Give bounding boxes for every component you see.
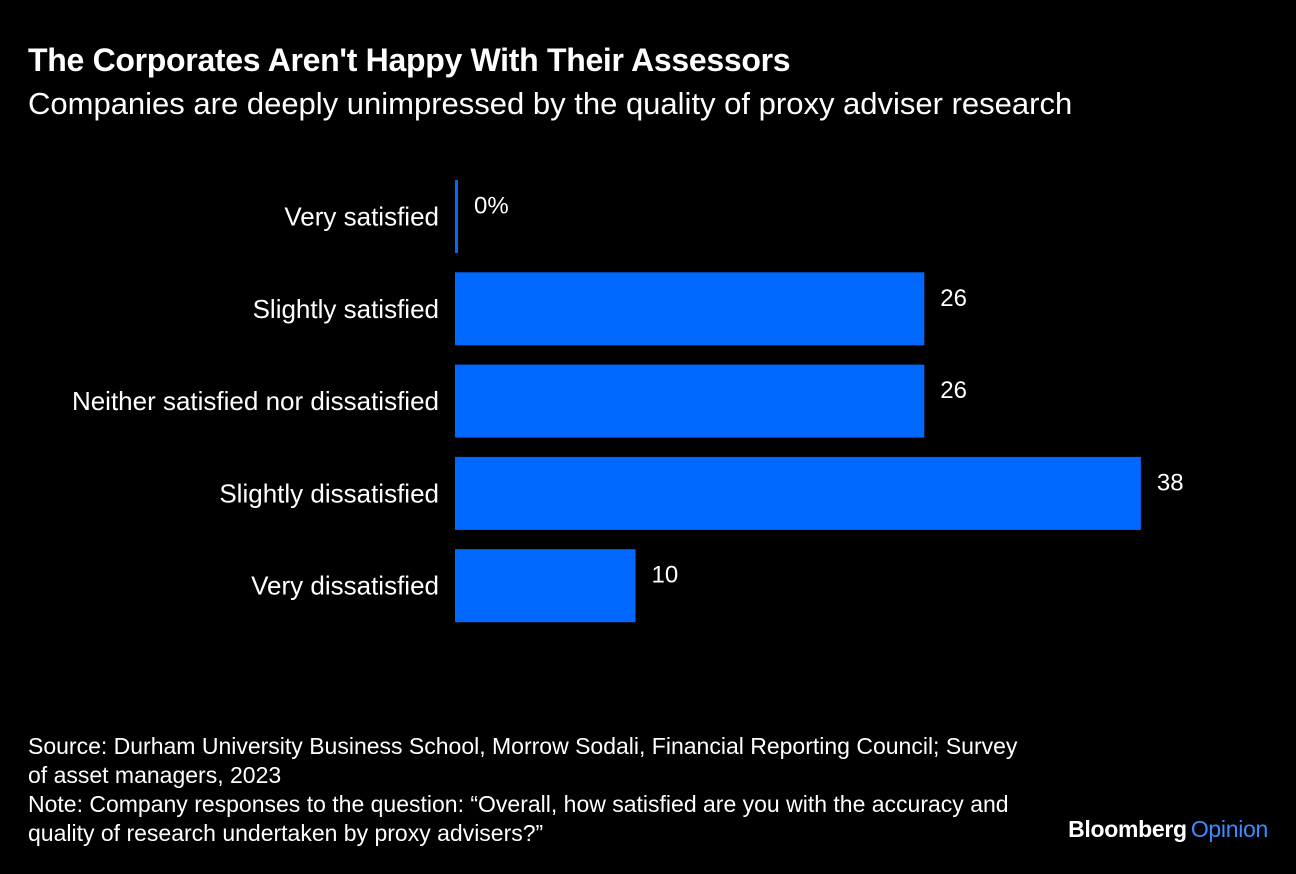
category-label: Neither satisfied nor dissatisfied (72, 386, 439, 416)
value-label: 0% (474, 193, 509, 220)
category-label: Very satisfied (284, 202, 439, 232)
chart-title: The Corporates Aren't Happy With Their A… (28, 42, 791, 78)
bar-chart: Very satisfied 0% Slightly satisfied 26 Neit… (72, 180, 1184, 623)
bar-slightly-satisfied (455, 272, 925, 346)
brand-name: Bloomberg (1068, 816, 1187, 842)
bar-very-satisfied (455, 180, 458, 253)
value-label: 26 (940, 285, 967, 312)
value-label: 10 (652, 562, 679, 589)
chart-footer: Source: Durham University Business Schoo… (28, 732, 1028, 848)
value-label: 26 (940, 377, 967, 404)
source-note: Source: Durham University Business Schoo… (28, 733, 1018, 788)
brand-section: Opinion (1190, 816, 1268, 842)
category-label: Slightly satisfied (253, 294, 439, 324)
bar-slightly-dissatisfied (455, 456, 1141, 530)
chart-subtitle: Companies are deeply unimpressed by the … (28, 86, 1073, 121)
brand-logo: Bloomberg Opinion (1068, 816, 1268, 843)
question-note: Note: Company responses to the question:… (28, 791, 1009, 846)
category-label: Very dissatisfied (251, 571, 439, 601)
value-label: 38 (1157, 469, 1184, 496)
bar-very-dissatisfied (455, 549, 636, 623)
bar-neither-satisfied-nor-dissatisfied (455, 364, 925, 438)
category-label: Slightly dissatisfied (219, 478, 439, 508)
